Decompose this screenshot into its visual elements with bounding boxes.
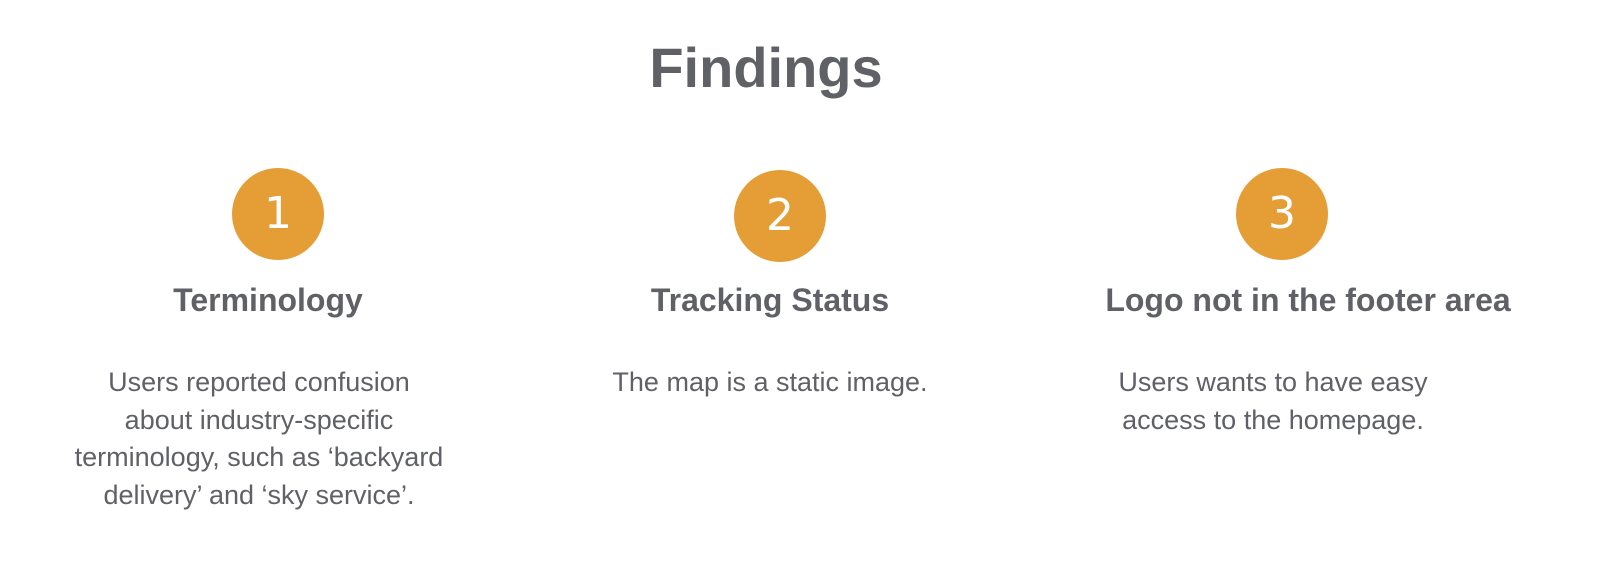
finding-heading: Tracking Status [650,282,890,318]
finding-number-badge: 3 [1236,168,1328,260]
finding-number-badge: 1 [232,168,324,260]
finding-number-badge: 2 [734,170,826,262]
page-title: Findings [649,36,883,99]
finding-description: The map is a static image. [612,367,928,397]
finding-heading: Logo not in the footer area [1105,282,1511,318]
finding-heading: Terminology [173,282,363,318]
finding-description: Users wants to have easy access to the h… [1118,367,1428,435]
finding-description: Users reported confusion about industry-… [74,367,444,510]
